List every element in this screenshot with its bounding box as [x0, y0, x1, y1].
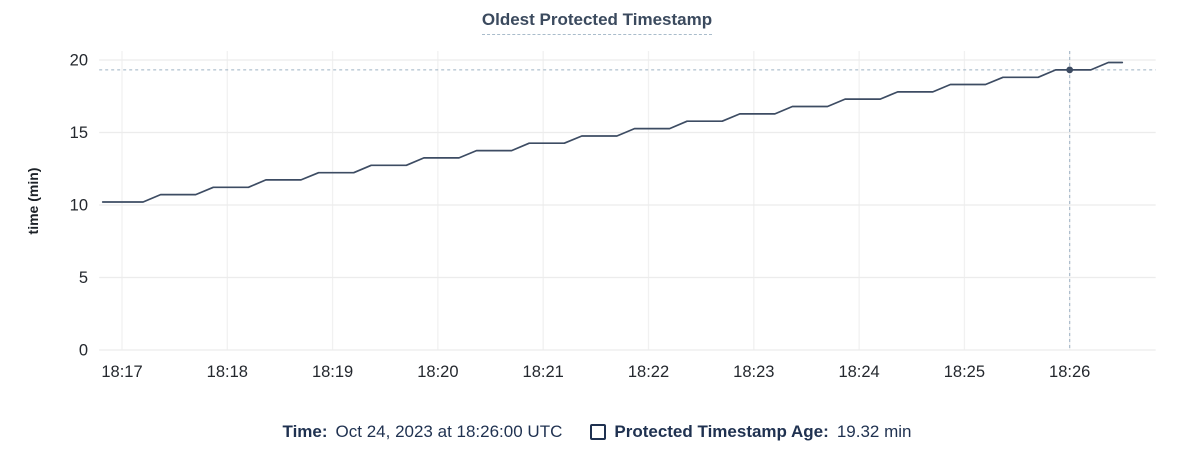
y-axis-tick-label: 0 [79, 342, 88, 360]
plot-area[interactable]: 18:17 18:18 18:19 18:20 18:21 18:22 18:23 18:24… [0, 0, 1194, 400]
x-axis-tick-label: 18:17 [101, 363, 142, 381]
y-axis-tick-label: 15 [70, 124, 88, 142]
x-axis-tick-label: 18:19 [312, 363, 353, 381]
x-axis-tick-label: 18:20 [417, 363, 458, 381]
chart-title-row: Oldest Protected Timestamp [0, 10, 1194, 35]
series-line [101, 61, 1124, 203]
legend-time-group: Time: Oct 24, 2023 at 18:26:00 UTC [283, 422, 563, 442]
legend-series-group: Protected Timestamp Age: 19.32 min [590, 422, 911, 442]
legend: Time: Oct 24, 2023 at 18:26:00 UTC Prote… [0, 422, 1194, 442]
y-axis-tick-label: 10 [70, 197, 88, 215]
legend-series-value: 19.32 min [836, 422, 912, 441]
x-axis-tick-label: 18:22 [628, 363, 669, 381]
x-axis-tick-label: 18:23 [733, 363, 774, 381]
x-axis-tick-label: 18:18 [207, 363, 248, 381]
legend-time-label: Time: [282, 422, 328, 441]
legend-series-label: Protected Timestamp Age: [614, 422, 829, 441]
x-axis-tick-label: 18:24 [838, 363, 879, 381]
y-axis-tick-label: 5 [79, 269, 88, 287]
series-checkbox-icon[interactable] [590, 424, 607, 440]
legend-time-value: Oct 24, 2023 at 18:26:00 UTC [335, 422, 563, 441]
x-axis-tick-label: 18:26 [1049, 363, 1090, 381]
x-axis-tick-label: 18:21 [523, 363, 564, 381]
highlight-dot [1066, 66, 1074, 74]
chart-title[interactable]: Oldest Protected Timestamp [481, 10, 713, 35]
y-axis-tick-label: 20 [70, 52, 88, 70]
x-axis-tick-label: 18:25 [944, 363, 985, 381]
